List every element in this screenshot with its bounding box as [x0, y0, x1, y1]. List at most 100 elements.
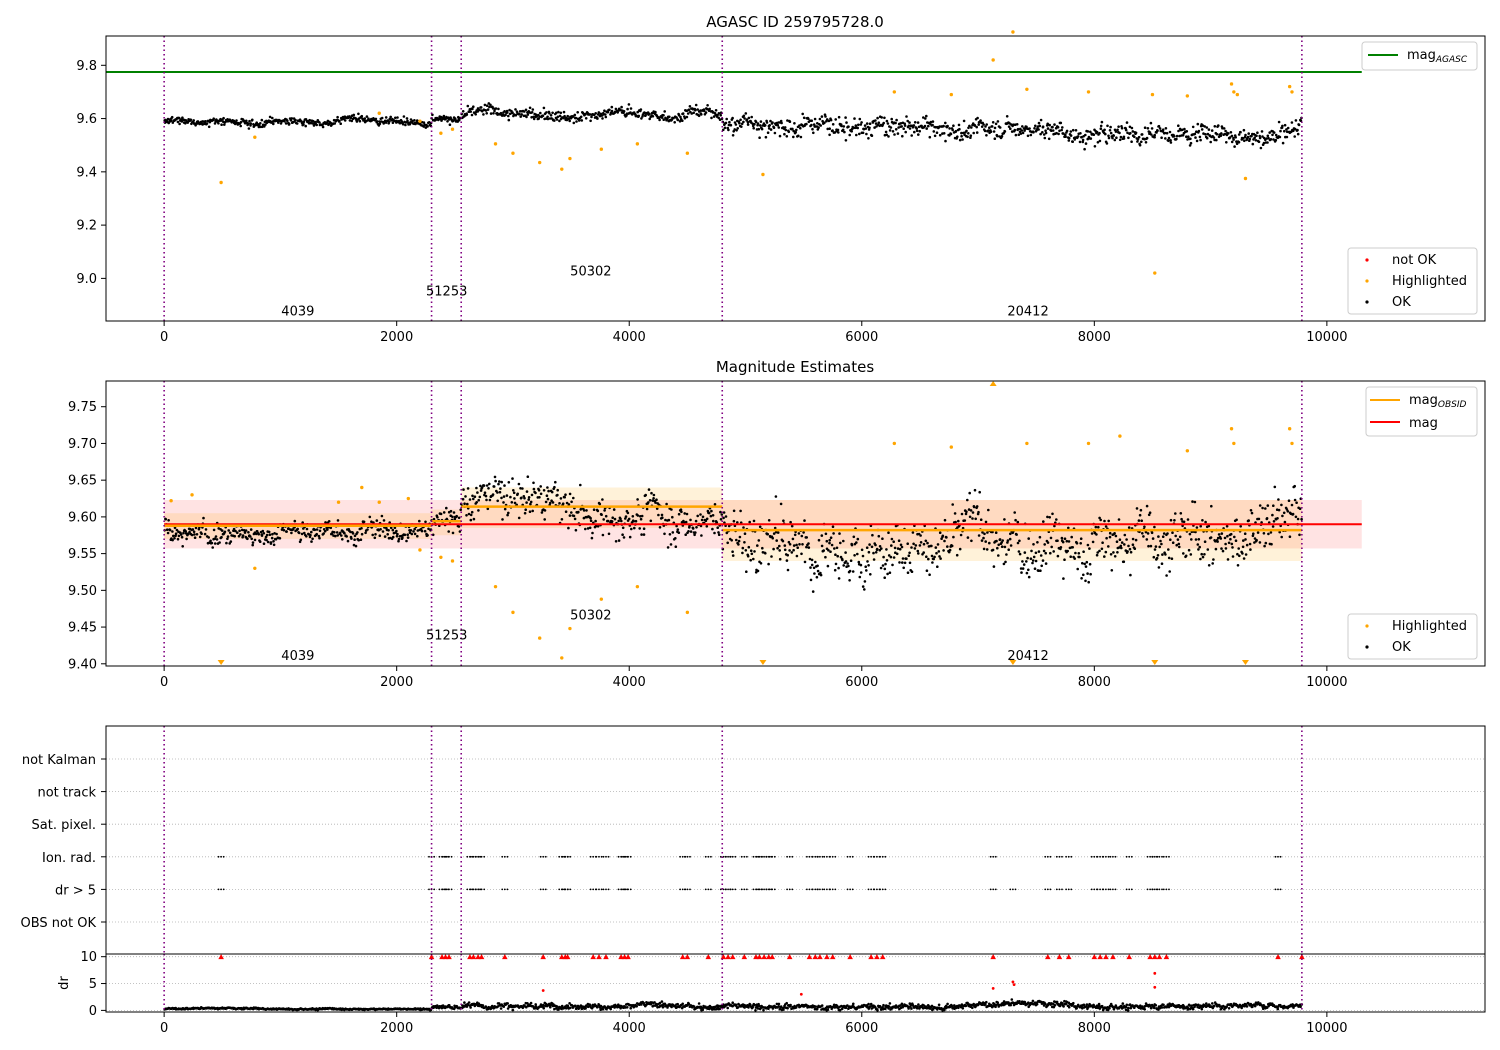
panel2-ok-point	[269, 541, 273, 544]
panel2-ok-point	[191, 528, 195, 531]
panel2-ok-point	[1070, 535, 1073, 539]
panel4-ok-point	[887, 1005, 891, 1008]
panel2-ok-point	[185, 537, 188, 541]
panel2-ok-point	[1071, 546, 1074, 549]
panel1-ok-point	[573, 113, 577, 117]
panel2-ok-point	[545, 494, 549, 498]
panel1-ok-point	[938, 133, 942, 137]
panel1-highlighted-point	[685, 151, 690, 155]
panel2-ok-point	[267, 530, 271, 534]
panel1-ok-point	[523, 110, 526, 113]
panel2-ok-point	[959, 533, 963, 537]
panel2-ok-point	[1293, 498, 1297, 502]
panel2-ok-point	[486, 507, 490, 511]
panel2-xtick-label: 10000	[1306, 675, 1347, 690]
panel2-ok-point	[918, 544, 922, 547]
panel3-flag-point	[1107, 888, 1110, 891]
panel2-ok-point	[699, 513, 702, 516]
panel1-ok-point	[886, 122, 890, 125]
panel1-ok-point	[189, 118, 193, 122]
panel1-ytick-label: 9.0	[76, 272, 97, 287]
panel2-obsid-labels: 4039 51253 50302 20412	[281, 609, 1048, 664]
panel4-ok-point	[619, 1006, 622, 1010]
panel2-ok-point	[644, 493, 647, 497]
panel1-ok-point	[727, 128, 730, 132]
panel1-ok-point	[840, 124, 843, 128]
panel3-flag-point	[873, 855, 876, 858]
panel2-ok-point	[859, 563, 863, 567]
panel2-ok-point	[658, 526, 662, 529]
panel2-ok-point	[473, 495, 477, 499]
panel1-ok-point	[993, 126, 997, 130]
panel1-ok-point	[311, 119, 315, 123]
panel1-ok-point	[857, 123, 860, 127]
panel1-ok-point	[1039, 132, 1042, 136]
panel1-ok-point	[797, 134, 800, 138]
panel3-flag-point	[503, 855, 506, 858]
panel4-ok-point	[984, 1003, 987, 1006]
panel1-ok-point	[295, 122, 299, 125]
panel2-ok-point	[165, 528, 169, 531]
panel1-ok-point	[1042, 133, 1046, 136]
panel2-highlighted-point	[406, 496, 411, 501]
panel2-ok-point	[519, 487, 522, 490]
panel1-ok-point	[902, 127, 905, 130]
panel2-ok-point	[674, 537, 677, 540]
panel1-ok-point	[470, 113, 474, 117]
panel1-ok-point	[1038, 124, 1042, 128]
panel2-ok-point	[190, 533, 194, 537]
panel1-ok-point	[864, 127, 868, 130]
panel2-ok-point	[1167, 556, 1171, 560]
panel1-ok-point	[983, 129, 987, 133]
panel1-ok-point	[1071, 140, 1074, 143]
panel2-ok-point	[488, 498, 492, 502]
panel2-ok-point	[1165, 574, 1168, 577]
panel2-ok-point	[401, 536, 404, 540]
panel1-ok-point	[1163, 131, 1167, 135]
panel2-ok-point	[1261, 506, 1264, 510]
panel1-obsid-label: 20412	[1007, 304, 1048, 319]
panel2-ok-point	[546, 497, 550, 501]
panel1-ok-point	[785, 135, 789, 138]
panel2-ok-point	[1157, 566, 1161, 569]
panel2-ok-point	[1206, 548, 1210, 551]
panel2-ok-point	[1164, 553, 1167, 556]
panel1-ok-point	[639, 108, 643, 111]
panel2-ok-point	[691, 527, 695, 530]
panel2-ok-point	[589, 519, 593, 523]
panel2-ok-point	[180, 535, 184, 539]
panel2-ok-point	[792, 548, 795, 552]
panel3-flag-point	[1058, 888, 1061, 891]
panel1-ok-point	[388, 120, 391, 123]
panel1-ok-point	[764, 135, 768, 139]
panel2-ok-point	[1278, 530, 1281, 534]
panel1-ok-point	[1029, 133, 1033, 137]
panel2-ok-point	[1235, 518, 1238, 522]
panel1-ok-point	[895, 118, 898, 122]
panel1-ok-point	[1019, 132, 1023, 135]
panel1-ok-point	[772, 126, 776, 130]
panel1-ok-point	[1234, 136, 1237, 139]
panel1-ok-point	[1156, 129, 1159, 133]
panel2-ok-point	[480, 486, 484, 489]
panel2-highlighted-point	[599, 597, 604, 601]
panel2-ok-point	[362, 520, 366, 524]
panel1-ok-point	[1129, 131, 1132, 135]
panel1-ok-point	[1089, 137, 1093, 140]
panel2-ok-point	[731, 554, 735, 557]
panel1-ok-point	[1153, 133, 1156, 137]
panel1-ok-point	[969, 136, 972, 139]
panel2-ok-point	[1129, 573, 1132, 577]
panel2-ok-point	[1114, 534, 1118, 538]
panel1-ok-point	[343, 119, 347, 122]
panel2-ok-point	[636, 498, 639, 501]
panel1-ok-point	[757, 127, 761, 131]
panel2-ok-point	[693, 533, 696, 537]
panel1-ok-point	[577, 119, 581, 122]
panel1-ok-point	[479, 106, 483, 109]
panel2-ok-point	[893, 546, 897, 550]
panel2-ok-point	[770, 555, 773, 558]
panel2-ok-point	[621, 526, 625, 530]
panel2-ok-point	[888, 571, 892, 574]
panel2-ok-point	[671, 515, 674, 519]
